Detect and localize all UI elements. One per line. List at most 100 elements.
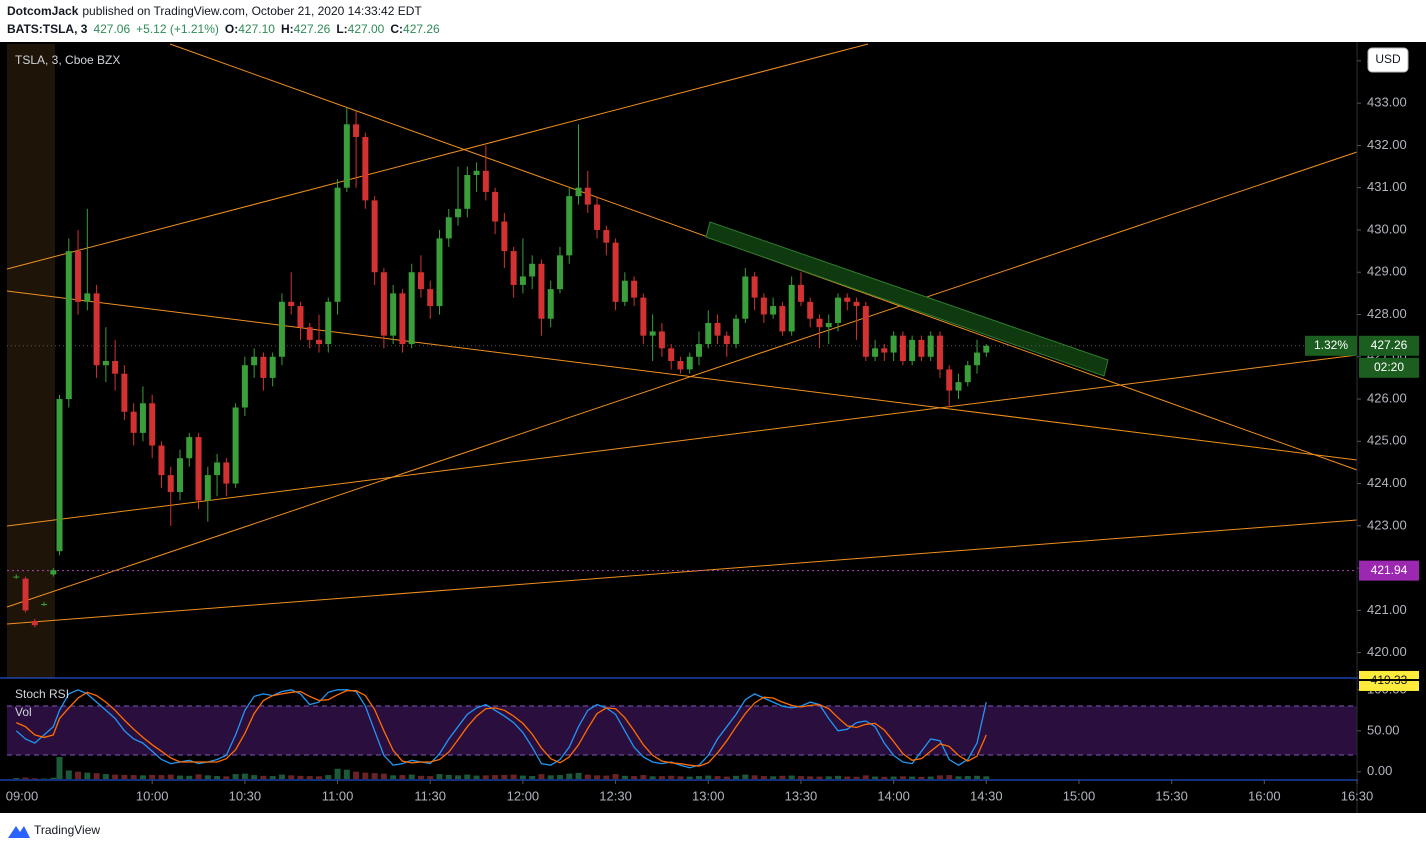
volume-bar — [232, 774, 239, 779]
trend-line — [6, 151, 1358, 608]
candle-body — [362, 136, 369, 201]
volume-bar — [872, 776, 879, 779]
volume-bar — [353, 771, 360, 779]
price-label-bg — [1359, 560, 1419, 581]
x-tick-label: 10:30 — [229, 788, 262, 803]
volume-bar — [547, 775, 554, 779]
change-pct-bg — [1305, 335, 1357, 356]
x-tick-label: 13:00 — [692, 788, 725, 803]
volume-bar — [686, 776, 693, 779]
x-tick-label: 14:00 — [877, 788, 910, 803]
published: published on TradingView.com, October 21… — [82, 4, 422, 18]
candle-body — [22, 578, 29, 611]
volume-bar — [621, 775, 628, 779]
symbol-line: BATS:TSLA, 3 427.06 +5.12 (+1.21%) O:427.10… — [7, 22, 440, 36]
candle-body — [306, 327, 313, 340]
candle-body — [427, 289, 434, 307]
volume-bar — [186, 775, 193, 779]
y-tick-label: 433.00 — [1367, 95, 1407, 110]
candle-body — [316, 339, 323, 345]
candle-body — [204, 475, 211, 501]
candle-body — [158, 445, 165, 476]
candle-body — [649, 331, 656, 336]
candle-body — [853, 301, 860, 307]
volume-bar — [779, 775, 786, 779]
candle-body — [112, 361, 119, 374]
candle-body — [612, 242, 619, 302]
candle-body — [974, 352, 981, 366]
candle-body — [918, 339, 925, 357]
volume-bar — [130, 775, 137, 779]
currency-button[interactable] — [1367, 47, 1409, 73]
volume-bar — [807, 776, 814, 779]
candle-body — [547, 289, 554, 319]
volume-bar — [909, 776, 916, 779]
volume-bar — [742, 774, 749, 779]
volume-bar — [251, 775, 258, 779]
x-tick-label: 14:30 — [970, 788, 1003, 803]
candle-body — [251, 356, 258, 366]
volume-bar — [473, 775, 480, 779]
countdown-bg — [1359, 357, 1419, 378]
volume-bar — [890, 776, 897, 779]
volume-bar — [946, 775, 953, 779]
volume-bar — [139, 775, 146, 779]
candle-body — [492, 191, 499, 222]
volume-bar — [705, 775, 712, 779]
volume-bar — [334, 768, 341, 779]
candle-body — [705, 322, 712, 345]
volume-bar — [195, 774, 202, 779]
x-tick-label: 13:30 — [785, 788, 818, 803]
y-tick-label: 424.00 — [1367, 475, 1407, 490]
volume-bar — [297, 775, 304, 779]
y-tick-label: 425.00 — [1367, 433, 1407, 448]
volume-bar — [501, 774, 508, 779]
volume-bar — [881, 776, 888, 779]
candle-body — [417, 272, 424, 290]
premarket-shade — [7, 44, 55, 678]
candle-body — [807, 301, 814, 319]
volume-bar — [75, 771, 82, 779]
ohlc-value: 427.00 — [348, 22, 385, 36]
volume-bar — [278, 774, 285, 779]
candle-body — [825, 322, 832, 328]
volume-bar — [121, 774, 128, 779]
brand-logo — [8, 826, 30, 838]
volume-bar — [584, 774, 591, 779]
volume-bar — [899, 776, 906, 779]
volume-bar — [455, 775, 462, 779]
candle-body — [816, 318, 823, 328]
volume-bar — [835, 775, 842, 779]
volume-bar — [566, 773, 573, 779]
volume-bar — [22, 777, 29, 779]
volume-bar — [797, 776, 804, 779]
volume-bar — [149, 774, 156, 779]
last: 427.06 — [93, 22, 130, 36]
volume-bar — [955, 776, 962, 779]
candle-body — [844, 297, 851, 302]
candle-body — [436, 238, 443, 307]
candle-body — [464, 175, 471, 209]
candle-body — [556, 255, 563, 290]
pane-cover — [1358, 679, 1426, 681]
volume-bar — [427, 776, 434, 779]
volume-bar — [464, 774, 471, 779]
candle-body — [353, 124, 360, 137]
candle-body — [130, 411, 137, 433]
volume-bar — [862, 775, 869, 779]
candle-body — [390, 293, 397, 336]
rsi-legend: Stoch RSI — [15, 687, 69, 701]
currency[interactable]: USD — [1375, 52, 1401, 66]
volume-bar — [640, 775, 647, 779]
candle-body — [260, 356, 267, 378]
trend-line — [6, 354, 1358, 527]
candle-body — [640, 297, 647, 336]
candle-body — [538, 263, 545, 319]
volume-bar — [714, 776, 721, 779]
candle-body — [862, 306, 869, 357]
candle-body — [241, 365, 248, 408]
volume-bar — [492, 775, 499, 779]
volume-bar — [269, 776, 276, 779]
candle-body — [770, 306, 777, 315]
volume-bar — [936, 775, 943, 779]
